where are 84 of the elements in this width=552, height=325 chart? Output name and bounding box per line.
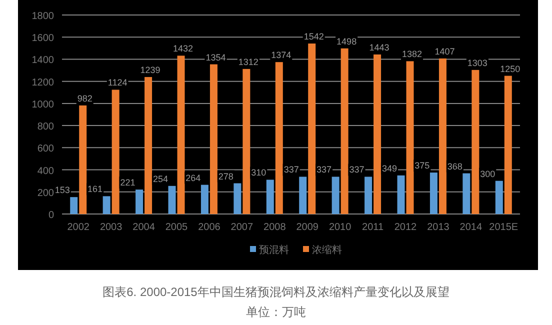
data-label: 153: [54, 185, 70, 196]
data-label: 337: [349, 164, 364, 175]
data-label: 300: [480, 168, 496, 179]
x-tick-label: 2005: [165, 222, 188, 233]
data-label: 1354: [206, 52, 226, 62]
bar: [112, 90, 120, 214]
bar: [275, 62, 283, 214]
data-label: 1498: [336, 36, 357, 46]
y-tick-label: 200: [37, 188, 54, 199]
data-label: 161: [88, 184, 103, 194]
legend-label: 预混料: [259, 244, 289, 256]
bar: [504, 76, 512, 214]
data-label: 1443: [369, 42, 390, 52]
bar: [299, 176, 307, 214]
y-tick-label: 1400: [32, 55, 54, 66]
bar: [430, 172, 438, 214]
data-label: 368: [447, 161, 462, 172]
y-tick-label: 1800: [32, 11, 54, 22]
data-label: 982: [77, 93, 92, 104]
bar: [374, 54, 382, 214]
bar: [495, 180, 503, 214]
bar: [438, 58, 446, 214]
data-label: 337: [284, 164, 299, 175]
x-tick-label: 2008: [264, 222, 286, 233]
y-tick-label: 1600: [32, 33, 54, 44]
bar: [462, 173, 470, 214]
bar: [332, 176, 340, 214]
y-tick-label: 600: [37, 144, 54, 155]
data-label: 1542: [304, 32, 324, 42]
x-tick-label: 2014: [460, 222, 482, 233]
data-label: 349: [382, 163, 397, 174]
text: 单位：万吨: [246, 305, 306, 319]
bar: [266, 180, 274, 214]
x-tick-label: 2015E: [489, 222, 518, 233]
data-label: 254: [152, 174, 168, 184]
bar: [210, 64, 218, 214]
data-label: 1374: [271, 50, 292, 60]
x-tick-label: 2006: [198, 222, 221, 233]
x-tick-label: 2011: [362, 222, 384, 233]
bar: [234, 183, 242, 214]
data-label: 264: [186, 172, 201, 183]
x-tick-label: 2013: [427, 222, 450, 233]
bar: [136, 190, 144, 214]
data-label: 310: [251, 168, 266, 178]
x-tick-label: 2002: [67, 222, 90, 233]
data-label: 278: [218, 171, 234, 182]
y-tick-label: 1000: [32, 99, 54, 110]
y-tick-label: 0: [48, 210, 54, 221]
bar: [70, 197, 78, 214]
bar: [200, 184, 208, 214]
data-label: 375: [414, 160, 430, 171]
x-tick-label: 2010: [328, 222, 352, 233]
data-label: 1312: [238, 56, 258, 67]
data-label: 1124: [108, 78, 128, 88]
data-label: 1303: [467, 58, 488, 68]
bar: [79, 105, 87, 214]
bar: [144, 77, 152, 214]
data-label: 337: [316, 164, 332, 175]
x-tick-label: 2003: [100, 222, 123, 233]
bar: [177, 56, 185, 214]
bar: [397, 175, 405, 214]
y-tick-label: 1200: [32, 77, 54, 88]
data-label: 1407: [434, 46, 455, 56]
bar: [472, 70, 480, 214]
legend-label: 浓缩料: [312, 244, 342, 256]
bar: [242, 68, 250, 214]
x-tick-label: 2009: [296, 222, 319, 233]
bar: [102, 196, 110, 214]
bar: [168, 186, 176, 214]
y-tick-label: 800: [37, 122, 54, 133]
x-tick-label: 2004: [132, 222, 156, 233]
bar: [308, 44, 316, 214]
data-label: 1250: [500, 64, 520, 74]
text: 图表6. 2000-2015年中国生猪预混饲料及浓缩料产量变化以及展望: [102, 285, 450, 299]
data-label: 1432: [172, 44, 194, 54]
data-label: 1239: [140, 65, 160, 76]
data-label: 221: [120, 178, 136, 188]
x-tick-label: 2012: [394, 222, 418, 233]
x-tick-label: 2007: [230, 222, 254, 233]
data-label: 1382: [402, 49, 422, 60]
y-tick-label: 400: [37, 166, 54, 177]
bar: [406, 61, 414, 214]
bar: [364, 176, 372, 214]
bar: [340, 48, 348, 214]
